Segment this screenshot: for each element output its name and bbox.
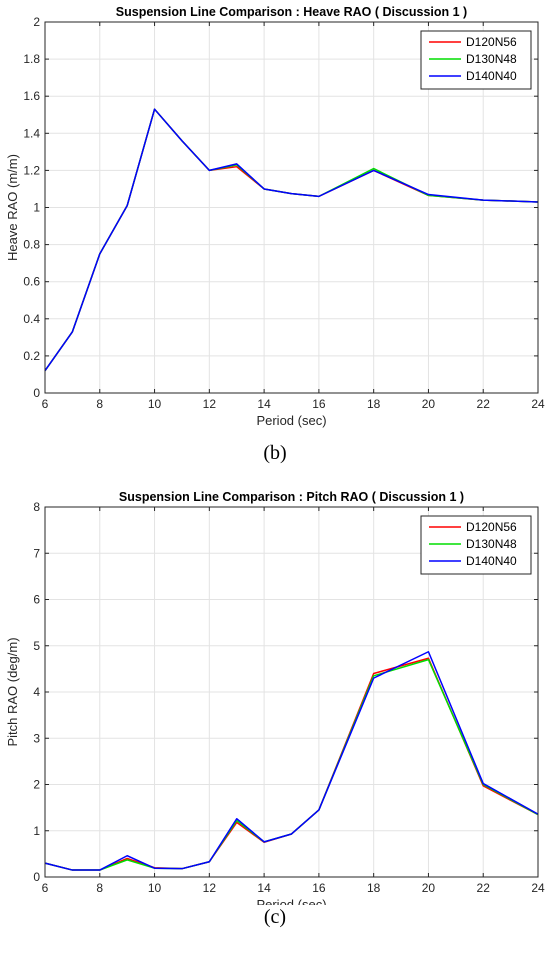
y-tick-label: 0 (33, 386, 40, 400)
y-tick-label: 2 (33, 15, 40, 29)
y-tick-label: 0.6 (23, 275, 40, 289)
y-tick-label: 4 (33, 685, 40, 699)
y-tick-label: 8 (33, 500, 40, 514)
y-tick-label: 0 (33, 870, 40, 884)
x-tick-label: 24 (531, 397, 545, 411)
x-tick-label: 6 (42, 881, 49, 895)
y-tick-label: 1.6 (23, 89, 40, 103)
legend-box (420, 30, 532, 90)
y-axis-label: Heave RAO (m/m) (5, 154, 20, 261)
x-tick-label: 8 (96, 881, 103, 895)
x-axis-label: Period (sec) (256, 897, 326, 905)
x-tick-label: 18 (367, 881, 381, 895)
legend-label-d130n48: D130N48 (466, 52, 517, 66)
series-line-d140n40 (44, 651, 539, 871)
series-line-d130n48 (44, 658, 539, 871)
figure-caption-b: (b) (263, 442, 287, 464)
x-tick-label: 10 (148, 397, 162, 411)
x-tick-label: 12 (203, 881, 217, 895)
y-tick-label: 2 (33, 778, 40, 792)
x-tick-label: 20 (422, 397, 436, 411)
x-tick-label: 22 (477, 397, 491, 411)
x-tick-label: 14 (257, 397, 271, 411)
x-tick-label: 24 (531, 881, 545, 895)
figure-caption-c: (c) (263, 906, 287, 928)
y-tick-label: 6 (33, 593, 40, 607)
legend-label-d130n48: D130N48 (466, 537, 517, 551)
x-tick-label: 18 (367, 397, 381, 411)
y-tick-label: 0.8 (23, 238, 40, 252)
y-tick-label: 1 (33, 824, 40, 838)
y-axis-label: Pitch RAO (deg/m) (5, 637, 20, 746)
x-tick-label: 22 (477, 881, 491, 895)
x-tick-label: 10 (148, 881, 162, 895)
y-tick-label: 1 (33, 201, 40, 215)
heave-rao-chart: 6 8 10 12 14 16 18 20 22 24 0 0.2 0.4 0.6 0.8 1 1.2 1.4 1.… (5, 5, 545, 428)
x-axis-label: Period (sec) (256, 413, 326, 428)
y-tick-label: 0.4 (23, 312, 40, 326)
x-tick-label: 16 (312, 881, 326, 895)
x-tick-label: 16 (312, 397, 326, 411)
heave-rao-figure: 6 8 10 12 14 16 18 20 22 24 0 0.2 0.4 0.6 0.8 1 1.2 1.4 1.… (0, 0, 550, 480)
y-tick-label: 1.2 (23, 163, 40, 177)
chart-title: Suspension Line Comparison : Pitch RAO (… (119, 490, 464, 504)
pitch-rao-figure: 6 8 10 12 14 16 18 20 22 24 0 1 2 3 4 5 6 7 8 Suspension Li… (0, 480, 550, 961)
legend-box (420, 515, 532, 575)
y-tick-label: 0.2 (23, 349, 40, 363)
x-tick-label: 8 (96, 397, 103, 411)
x-tick-label: 20 (422, 881, 436, 895)
legend-label-d120n56: D120N56 (466, 35, 517, 49)
x-tick-label: 12 (203, 397, 217, 411)
chart-title: Suspension Line Comparison : Heave RAO (… (116, 5, 467, 19)
x-tick-label: 6 (42, 397, 49, 411)
legend-label-d140n40: D140N40 (466, 554, 517, 568)
series-line-d140n40 (44, 108, 539, 372)
legend-label-d140n40: D140N40 (466, 69, 517, 83)
y-tick-label: 7 (33, 546, 40, 560)
y-tick-label: 1.4 (23, 126, 40, 140)
y-tick-label: 3 (33, 731, 40, 745)
y-tick-label: 1.8 (23, 52, 40, 66)
y-tick-label: 5 (33, 639, 40, 653)
legend-label-d120n56: D120N56 (466, 520, 517, 534)
x-tick-label: 14 (257, 881, 271, 895)
